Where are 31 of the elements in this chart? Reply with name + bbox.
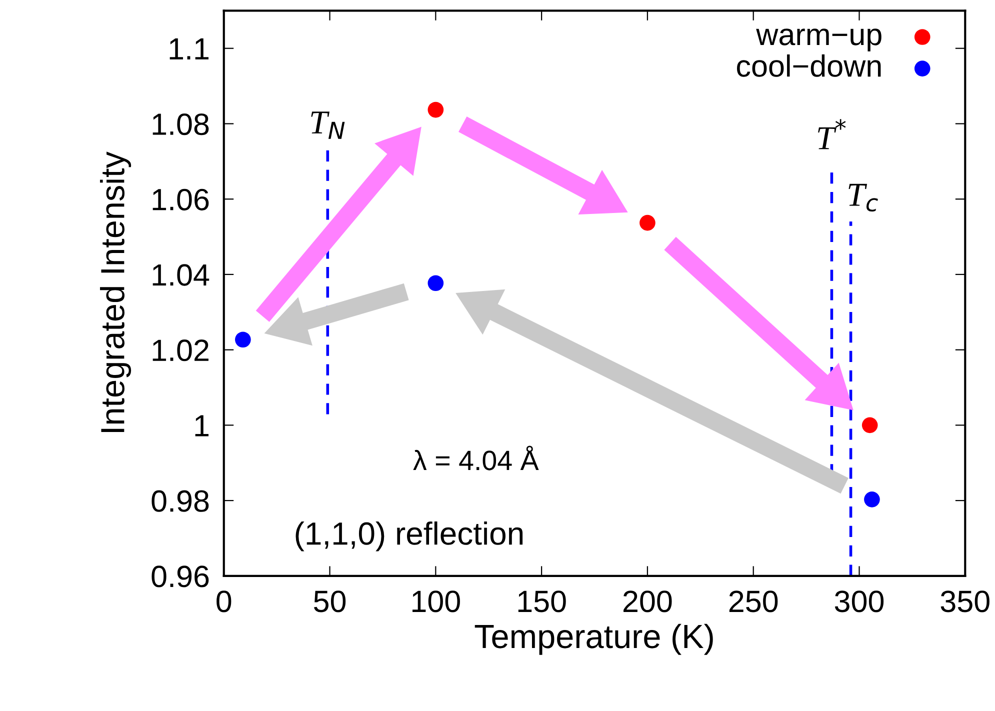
- y-tick-label: 1.04: [152, 264, 210, 286]
- y-tick-label: 0.96: [152, 566, 209, 588]
- legend-label: cool−down: [737, 54, 881, 77]
- annotation: λ = 4.04 Å: [413, 446, 539, 470]
- y-tick-label: 1.06: [152, 188, 209, 210]
- y-tick-label: 0.98: [152, 490, 209, 512]
- x-tick-label: 100: [412, 590, 460, 612]
- x-tick-label: 0: [216, 590, 232, 612]
- x-tick-label: 150: [518, 590, 566, 612]
- point: [235, 332, 251, 348]
- point: [864, 491, 880, 508]
- x-tick-label: 300: [834, 590, 884, 612]
- x-tick-label: 250: [729, 590, 778, 612]
- annotation: (1,1,0) reflection: [296, 521, 523, 552]
- y-tick-label: 1.08: [152, 113, 209, 136]
- y-tick-label: 1.1: [170, 38, 208, 60]
- point: [862, 417, 878, 434]
- y-tick-label: 1.02: [152, 340, 208, 362]
- ref-line-label: T$^{*}$: [818, 119, 846, 150]
- y-tick-label: 1: [195, 415, 208, 436]
- point: [640, 214, 656, 231]
- x-axis-title: Temperature (K): [474, 624, 713, 655]
- point: [428, 102, 444, 118]
- point: [428, 275, 444, 292]
- x-tick-label: 50: [314, 590, 346, 612]
- ref-line-label: T$_{c}$: [848, 184, 878, 212]
- legend-label: warm−up: [756, 28, 882, 52]
- y-axis-title: Integrated Intensity: [100, 152, 132, 432]
- x-tick-label: 200: [624, 590, 672, 612]
- ref-line-label: T$_{N}$: [311, 112, 345, 139]
- x-tick-label: 350: [940, 590, 990, 612]
